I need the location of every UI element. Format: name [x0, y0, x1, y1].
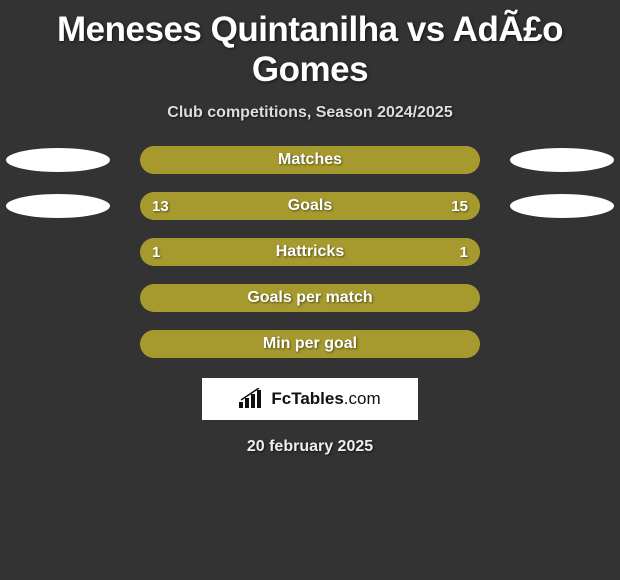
logo-brand: FcTables — [271, 389, 343, 408]
stat-label: Goals per match — [140, 284, 480, 312]
stat-row: Goals13 15 — [0, 192, 620, 220]
logo: FcTables.com — [239, 388, 380, 410]
stat-rows: Matches Goals13 15 Hattricks1 1 Goals per mat… — [0, 146, 620, 376]
stat-bar: Matches — [140, 146, 480, 174]
stat-value-left: 13 — [152, 192, 169, 220]
logo-suffix: .com — [344, 389, 381, 408]
stat-value-left: 1 — [152, 238, 160, 266]
stat-row: Goals per match — [0, 284, 620, 312]
stat-row: Hattricks1 1 — [0, 238, 620, 266]
ellipse-spacer — [510, 286, 614, 310]
date-text: 20 february 2025 — [247, 438, 373, 456]
stat-label: Goals — [140, 192, 480, 220]
stat-label: Matches — [140, 146, 480, 174]
stat-row: Min per goal — [0, 330, 620, 358]
player-right-ellipse — [510, 194, 614, 218]
stat-bar: Min per goal — [140, 330, 480, 358]
player-left-ellipse — [6, 148, 110, 172]
stat-label: Hattricks — [140, 238, 480, 266]
stat-value-right: 15 — [451, 192, 468, 220]
ellipse-spacer — [510, 240, 614, 264]
subtitle: Club competitions, Season 2024/2025 — [167, 104, 452, 122]
stat-bar: Goals per match — [140, 284, 480, 312]
comparison-widget: Meneses Quintanilha vs AdÃ£o Gomes Club … — [0, 0, 620, 456]
logo-text: FcTables.com — [271, 389, 380, 409]
stat-row: Matches — [0, 146, 620, 174]
player-right-ellipse — [510, 148, 614, 172]
ellipse-spacer — [510, 332, 614, 356]
ellipse-spacer — [6, 240, 110, 264]
ellipse-spacer — [6, 332, 110, 356]
bars-icon — [239, 388, 265, 410]
stat-value-right: 1 — [460, 238, 468, 266]
stat-bar: Hattricks1 1 — [140, 238, 480, 266]
logo-box[interactable]: FcTables.com — [202, 378, 418, 420]
page-title: Meneses Quintanilha vs AdÃ£o Gomes — [0, 10, 620, 90]
ellipse-spacer — [6, 286, 110, 310]
player-left-ellipse — [6, 194, 110, 218]
stat-bar: Goals13 15 — [140, 192, 480, 220]
stat-label: Min per goal — [140, 330, 480, 358]
